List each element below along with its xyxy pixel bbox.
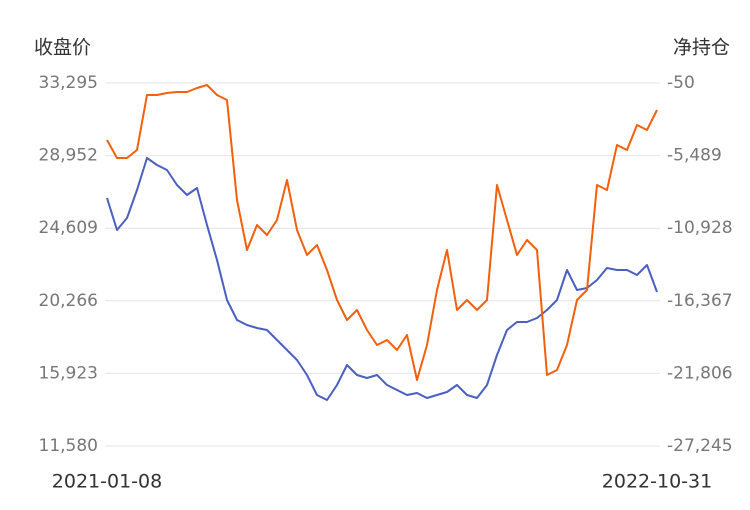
y-tick-label: 33,295 xyxy=(39,73,98,93)
y2-tick-label: -10,928 xyxy=(667,218,733,238)
y2-tick-label: -5,489 xyxy=(667,146,722,166)
y2-axis-title: 净持仓 xyxy=(673,37,730,59)
y2-tick-label: -50 xyxy=(667,73,695,93)
y2-tick-label: -16,367 xyxy=(667,291,733,311)
y-tick-label: 15,923 xyxy=(39,363,98,383)
y-axis-title: 收盘价 xyxy=(34,37,91,59)
series-line xyxy=(106,157,658,401)
x-tick-label: 2021-01-08 xyxy=(52,471,162,493)
y-tick-label: 24,609 xyxy=(39,218,98,238)
y2-tick-label: -27,245 xyxy=(667,436,733,456)
y-tick-label: 20,266 xyxy=(39,291,98,311)
x-tick-label: 2022-10-31 xyxy=(602,471,712,493)
series-line xyxy=(106,84,658,381)
y-tick-label: 11,580 xyxy=(39,436,98,456)
y-tick-label: 28,952 xyxy=(39,146,98,166)
y2-tick-label: -21,806 xyxy=(667,363,733,383)
